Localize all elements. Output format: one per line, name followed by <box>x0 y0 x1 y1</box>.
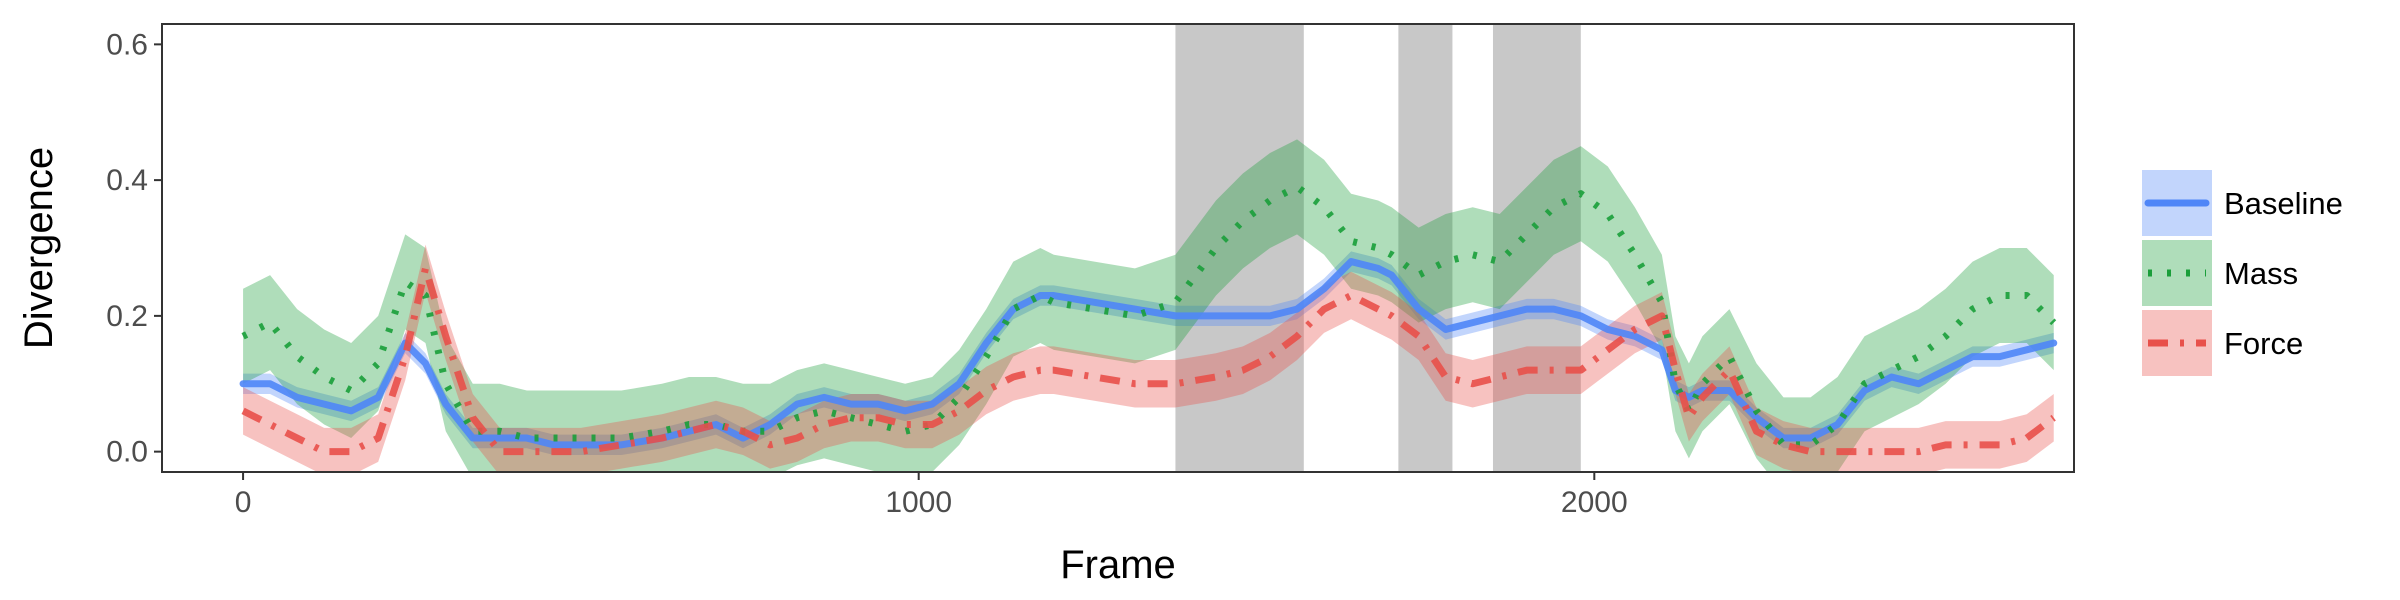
series-line-baseline <box>239 258 2058 449</box>
series-lines <box>239 183 2058 456</box>
confidence-bands <box>243 139 2054 472</box>
y-tick-label: 0.6 <box>106 28 148 61</box>
legend: Baseline Mass Force <box>2142 170 2343 376</box>
series-band-force <box>243 244 2054 472</box>
y-tick-label: 0.0 <box>106 436 148 469</box>
legend-label: Force <box>2224 326 2303 361</box>
y-axis: 0.0 0.2 0.4 0.6 <box>106 28 162 469</box>
y-axis-title: Divergence <box>17 147 61 349</box>
y-tick-label: 0.4 <box>106 164 148 197</box>
legend-label: Baseline <box>2224 186 2343 221</box>
legend-key-fill <box>2142 240 2212 306</box>
x-axis-title: Frame <box>1060 543 1176 587</box>
x-tick-label: 1000 <box>885 486 952 519</box>
series-line-force <box>241 264 2056 456</box>
legend-item-force: Force <box>2142 310 2303 376</box>
plot-panel-border <box>161 23 2075 473</box>
shaded-region <box>1492 24 1581 472</box>
shaded-region <box>1175 24 1304 472</box>
legend-item-baseline: Baseline <box>2142 170 2343 236</box>
series-band-mass <box>243 139 2054 472</box>
x-tick-label: 0 <box>235 486 252 519</box>
shaded-region <box>1398 24 1453 472</box>
legend-item-mass: Mass <box>2142 240 2298 306</box>
x-tick-label: 2000 <box>1561 486 1628 519</box>
y-tick-label: 0.2 <box>106 300 148 333</box>
legend-label: Mass <box>2224 256 2298 291</box>
shaded-regions <box>1175 24 1581 472</box>
x-axis: 0 1000 2000 <box>235 472 1628 519</box>
